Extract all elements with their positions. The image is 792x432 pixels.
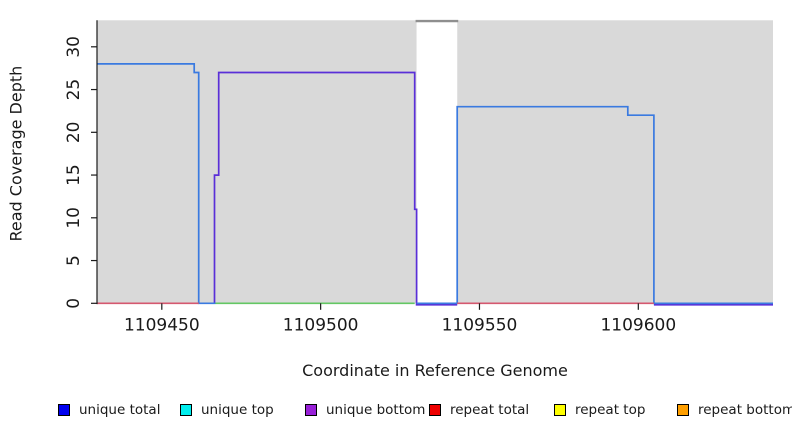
repeat-bottom-swatch-icon (677, 404, 689, 416)
legend-item-unique-total: unique total (58, 402, 160, 418)
series-unique-total (416, 105, 773, 305)
legend-label: unique top (201, 402, 274, 418)
unique-total-swatch-icon (58, 404, 70, 416)
y-tick-label: 10 (64, 207, 84, 229)
y-tick-label: 0 (64, 298, 84, 309)
legend-label: unique bottom (326, 402, 426, 418)
x-tick-label: 1109500 (283, 315, 359, 335)
x-axis-title: Coordinate in Reference Genome (302, 361, 568, 380)
x-tick-label: 1109600 (600, 315, 676, 335)
series-unique-total (97, 63, 216, 305)
legend-item-repeat-total: repeat total (429, 402, 529, 418)
chart-legend: unique total unique top unique bottom re… (0, 402, 792, 422)
legend-item-repeat-bottom: repeat bottom (677, 402, 792, 418)
repeat-total-swatch-icon (429, 404, 441, 416)
y-tick-label: 15 (64, 164, 84, 186)
repeat-top-swatch-icon (554, 404, 566, 416)
legend-label: repeat bottom (698, 402, 792, 418)
legend-label: repeat top (575, 402, 646, 418)
unique-top-swatch-icon (180, 404, 192, 416)
legend-item-unique-top: unique top (180, 402, 274, 418)
x-tick-label: 1109450 (124, 315, 200, 335)
y-tick-label: 30 (64, 36, 84, 58)
legend-label: repeat total (450, 402, 530, 418)
x-tick-label: 1109550 (442, 315, 518, 335)
y-tick-label: 5 (64, 255, 84, 266)
series-unique-bottom (213, 71, 458, 306)
legend-item-repeat-top: repeat top (554, 402, 645, 418)
legend-label: unique total (79, 402, 161, 418)
masked-region (416, 21, 458, 304)
legend-item-unique-bottom: unique bottom (305, 402, 425, 418)
unique-bottom-swatch-icon (305, 404, 317, 416)
y-axis-title: Read Coverage Depth (6, 65, 26, 242)
y-tick-label: 25 (64, 79, 84, 101)
y-tick-label: 20 (64, 121, 84, 143)
